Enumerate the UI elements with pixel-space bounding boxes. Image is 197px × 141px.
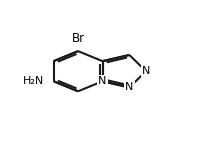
Text: Br: Br (72, 32, 85, 45)
Text: N: N (125, 82, 134, 92)
Text: N: N (142, 66, 150, 76)
Text: N: N (98, 76, 107, 86)
Text: H₂N: H₂N (23, 76, 45, 86)
